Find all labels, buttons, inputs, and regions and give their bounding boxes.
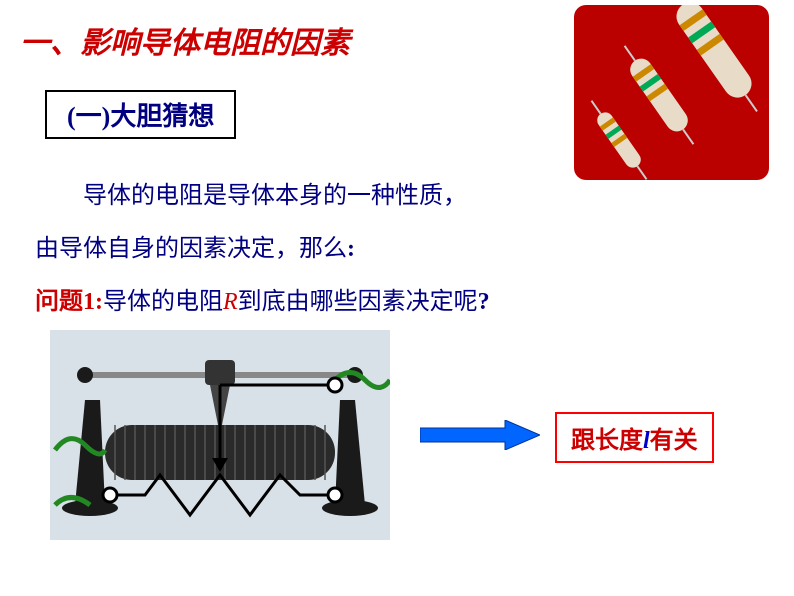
body-line2-text: 由导体自身的因素决定，那么	[35, 236, 347, 262]
answer-suffix: 有关	[650, 428, 698, 454]
subtitle-text: (一)大胆猜想	[67, 102, 214, 131]
body-paragraph: 导体的电阻是导体本身的一种性质， 由导体自身的因素决定，那么: 问题1:导体的电…	[35, 170, 595, 328]
body-line1: 导体的电阻是导体本身的一种性质，	[35, 170, 595, 223]
answer-prefix: 跟长度	[571, 428, 643, 454]
question-mark: ?	[478, 289, 490, 315]
main-title: 一、影响导体电阻的因素	[20, 18, 350, 62]
question-after: 到底由哪些因素决定呢	[238, 289, 478, 315]
resistor-illustration	[574, 5, 769, 180]
question-variable: R	[223, 289, 238, 315]
title-text: 一、影响导体电阻的因素	[20, 27, 350, 60]
question-label: 问题1:	[35, 289, 103, 315]
question-line: 问题1:导体的电阻R到底由哪些因素决定呢?	[35, 289, 490, 315]
subtitle-box: (一)大胆猜想	[45, 90, 236, 139]
answer-box: 跟长度l有关	[555, 412, 714, 463]
rheostat-illustration	[50, 330, 390, 540]
answer-variable: l	[643, 428, 650, 454]
body-line1-text: 导体的电阻是导体本身的一种性质，	[83, 183, 467, 209]
body-colon: :	[347, 236, 355, 262]
question-before: 导体的电阻	[103, 289, 223, 315]
body-line2: 由导体自身的因素决定，那么:	[35, 236, 355, 262]
arrow-icon	[420, 420, 540, 450]
